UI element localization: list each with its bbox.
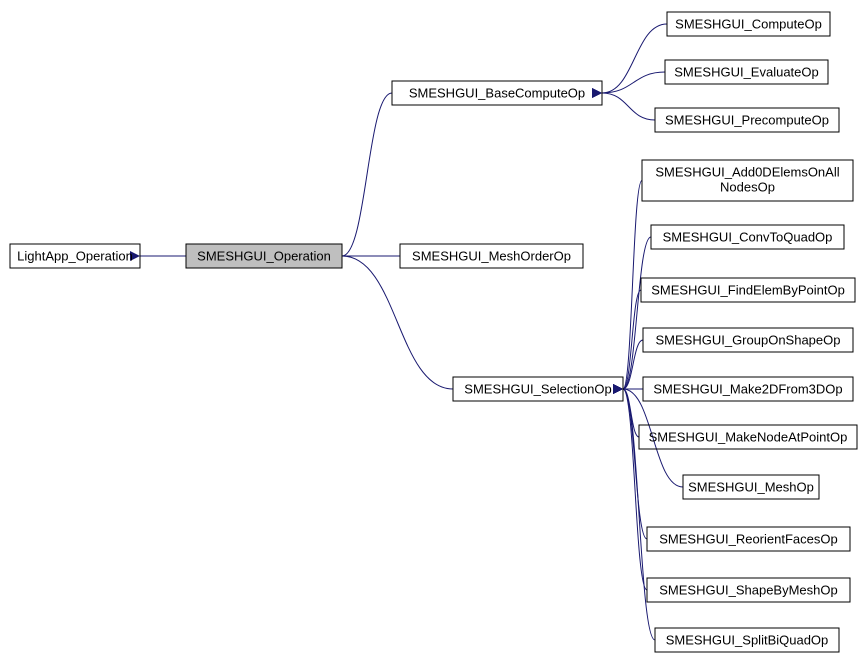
class-node-label: SMESHGUI_ConvToQuadOp <box>663 229 833 244</box>
class-node-label: SMESHGUI_ComputeOp <box>675 16 822 31</box>
class-node[interactable]: SMESHGUI_Add0DElemsOnAllNodesOp <box>642 160 853 201</box>
class-node-label: NodesOp <box>720 179 775 194</box>
inheritance-diagram: LightApp_Operation SMESHGUI_Operation SMES… <box>0 0 863 661</box>
class-node-label: SMESHGUI_Make2DFrom3DOp <box>653 381 842 396</box>
edges-group <box>130 24 683 640</box>
nodes-group: LightApp_Operation SMESHGUI_Operation SMES… <box>10 12 857 652</box>
class-node-label: SMESHGUI_Operation <box>197 248 331 263</box>
class-node[interactable]: SMESHGUI_Make2DFrom3DOp <box>643 377 853 401</box>
class-node-label: SMESHGUI_MakeNodeAtPointOp <box>649 429 848 444</box>
class-node-label: SMESHGUI_Add0DElemsOnAll <box>655 164 839 179</box>
inheritance-edge <box>623 389 647 590</box>
inheritance-edge <box>623 237 651 389</box>
class-node[interactable]: SMESHGUI_SelectionOp <box>453 377 623 401</box>
arrowhead-icon <box>592 88 602 98</box>
class-node[interactable]: SMESHGUI_GroupOnShapeOp <box>643 328 853 352</box>
inheritance-edge <box>623 389 647 539</box>
inheritance-edge <box>342 93 392 256</box>
class-node[interactable]: LightApp_Operation <box>10 244 140 268</box>
class-node[interactable]: SMESHGUI_SplitBiQuadOp <box>655 628 839 652</box>
class-node[interactable]: SMESHGUI_ShapeByMeshOp <box>647 578 850 602</box>
class-node[interactable]: SMESHGUI_Operation <box>186 244 342 268</box>
inheritance-edge <box>602 24 667 93</box>
class-node[interactable]: SMESHGUI_ReorientFacesOp <box>647 527 850 551</box>
arrowhead-icon <box>613 384 623 394</box>
class-node-label: SMESHGUI_ReorientFacesOp <box>659 531 837 546</box>
class-node-label: SMESHGUI_BaseComputeOp <box>409 85 585 100</box>
class-node-label: SMESHGUI_MeshOrderOp <box>412 248 571 263</box>
class-node-label: SMESHGUI_EvaluateOp <box>674 64 819 79</box>
class-node[interactable]: SMESHGUI_ConvToQuadOp <box>651 225 844 249</box>
class-node[interactable]: SMESHGUI_FindElemByPointOp <box>641 278 855 302</box>
class-node[interactable]: SMESHGUI_ComputeOp <box>667 12 830 36</box>
class-node-label: SMESHGUI_SplitBiQuadOp <box>666 632 829 647</box>
class-node[interactable]: SMESHGUI_MeshOp <box>683 475 819 499</box>
class-node[interactable]: SMESHGUI_MeshOrderOp <box>400 244 583 268</box>
inheritance-edge <box>602 72 665 93</box>
class-node[interactable]: SMESHGUI_MakeNodeAtPointOp <box>639 425 857 449</box>
class-node-label: SMESHGUI_MeshOp <box>688 479 814 494</box>
class-node-label: SMESHGUI_SelectionOp <box>464 381 611 396</box>
inheritance-edge <box>602 93 655 120</box>
class-node[interactable]: SMESHGUI_BaseComputeOp <box>392 81 602 105</box>
inheritance-edge <box>342 256 453 389</box>
class-node[interactable]: SMESHGUI_EvaluateOp <box>665 60 828 84</box>
class-node-label: LightApp_Operation <box>17 248 133 263</box>
class-node-label: SMESHGUI_FindElemByPointOp <box>651 282 845 297</box>
class-node-label: SMESHGUI_GroupOnShapeOp <box>656 332 841 347</box>
class-node-label: SMESHGUI_PrecomputeOp <box>665 112 829 127</box>
class-node-label: SMESHGUI_ShapeByMeshOp <box>659 582 837 597</box>
class-node[interactable]: SMESHGUI_PrecomputeOp <box>655 108 839 132</box>
